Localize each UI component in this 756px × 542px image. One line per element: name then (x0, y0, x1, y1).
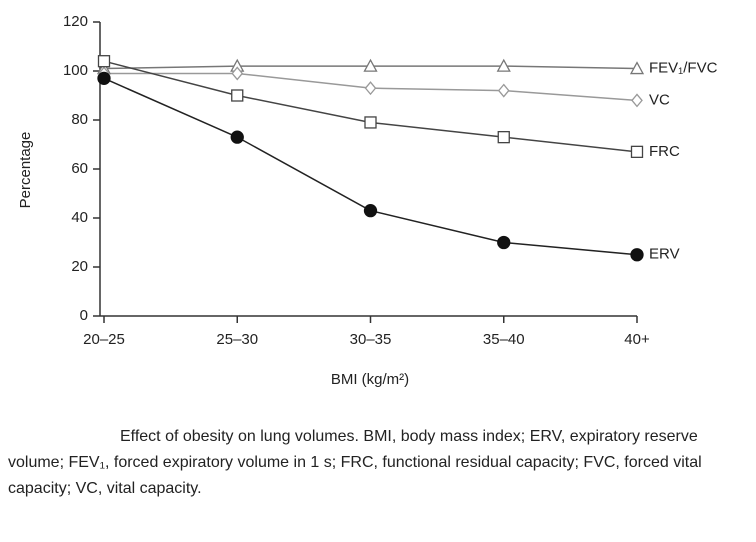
y-tick-label: 20 (71, 258, 88, 275)
point (364, 81, 377, 96)
x-tick-label: 35–40 (483, 331, 525, 348)
point (497, 83, 510, 98)
y-tick-label: 100 (63, 62, 88, 79)
point (497, 130, 510, 144)
y-axis-label: Percentage (17, 132, 34, 209)
x-axis-label: BMI (kg/m²) (331, 371, 409, 388)
y-tick-label: 120 (63, 13, 88, 30)
x-tick-label: 20–25 (83, 331, 125, 348)
point (630, 145, 644, 159)
series-label: FRC (649, 143, 680, 160)
series-line (103, 60, 638, 153)
point (363, 58, 378, 72)
point (97, 71, 111, 85)
point (97, 55, 111, 68)
series-label: VC (649, 91, 670, 108)
caption: Effect of obesity on lung volumes. BMI, … (8, 428, 702, 497)
y-tick-label: 60 (71, 160, 88, 177)
point (231, 89, 244, 102)
point (496, 58, 511, 72)
x-tick-label: 40+ (624, 331, 650, 348)
x-tick-label: 30–35 (350, 331, 392, 348)
point (630, 248, 644, 262)
point (631, 93, 643, 108)
point (629, 61, 645, 75)
y-tick-label: 80 (71, 111, 88, 128)
series-label: ERV (649, 246, 680, 263)
x-tick-label: 25–30 (216, 331, 258, 348)
series-label: FEV₁/FVC (649, 60, 718, 77)
point (230, 130, 244, 144)
y-tick-label: 0 (80, 307, 88, 324)
point (497, 235, 511, 250)
y-tick-label: 40 (71, 209, 88, 226)
point (363, 203, 378, 218)
point (364, 116, 377, 129)
chart: Percentage BMI (kg/m²) 0 20 40 60 80 100 120 20… (17, 13, 718, 388)
point (231, 66, 244, 81)
series-line (103, 77, 638, 256)
